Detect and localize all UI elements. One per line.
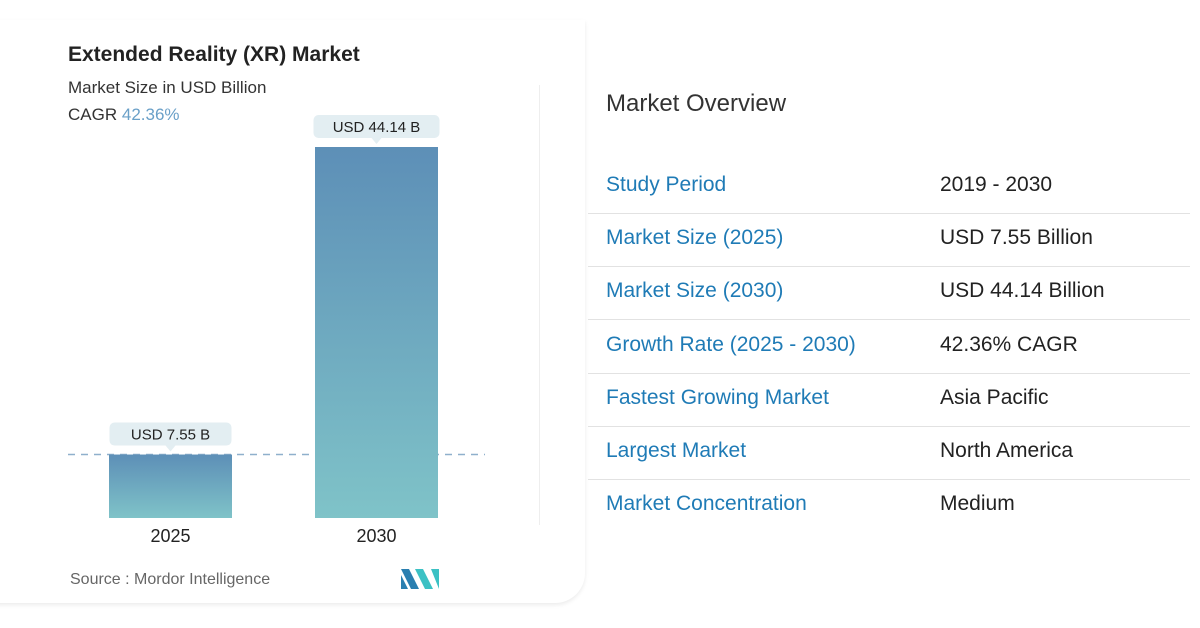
row-value: Asia Pacific — [940, 385, 1049, 409]
row-label: Market Concentration — [606, 492, 807, 516]
row-value: North America — [940, 439, 1074, 462]
overview-row: Market Size (2030) USD 44.14 Billion — [588, 266, 1190, 321]
row-label: Growth Rate (2025 - 2030) — [606, 332, 856, 356]
data-label-pointer — [165, 445, 176, 452]
data-label: USD 7.55 B — [131, 427, 210, 444]
chart-subtitle: Market Size in USD Billion — [68, 78, 267, 97]
x-tick-label: 2030 — [356, 526, 397, 546]
x-tick-label: 2025 — [150, 526, 191, 546]
cagr: CAGR 42.36% — [68, 105, 180, 125]
row-value: 2019 - 2030 — [940, 173, 1053, 196]
row-value: 42.36% CAGR — [940, 332, 1078, 356]
row-label: Market Size (2025) — [606, 226, 784, 250]
overview-row: Fastest Growing Market Asia Pacific — [588, 373, 1190, 427]
mordor-logo-icon — [401, 569, 439, 589]
overview-row: Market Concentration Medium — [588, 479, 1190, 532]
source: Source : Mordor Intelligence — [70, 571, 271, 588]
chart-title: Extended Reality (XR) Market — [68, 43, 360, 66]
bar-2025 — [109, 454, 232, 518]
bar-chart: USD 7.55 B USD 44.14 B — [68, 115, 485, 518]
bar-2030 — [315, 147, 438, 518]
row-label: Study Period — [606, 173, 727, 196]
row-label: Fastest Growing Market — [606, 385, 829, 409]
data-label-bg — [313, 115, 440, 138]
data-label-pointer — [371, 138, 382, 144]
divider — [539, 85, 540, 525]
cagr-label: CAGR — [68, 105, 118, 124]
row-label: Market Size (2030) — [606, 279, 784, 303]
overview-row: Study Period 2019 - 2030 — [588, 160, 1190, 214]
data-label-bg — [109, 422, 232, 446]
overview-row: Market Size (2025) USD 7.55 Billion — [588, 213, 1190, 268]
row-label: Largest Market — [606, 439, 747, 462]
overview-row: Largest Market North America — [588, 426, 1190, 480]
data-label: USD 44.14 B — [333, 119, 421, 136]
cagr-value: 42.36% — [121, 105, 180, 124]
row-value: USD 7.55 Billion — [940, 226, 1093, 250]
overview-title: Market Overview — [606, 90, 787, 117]
row-value: Medium — [940, 492, 1015, 516]
overview-row: Growth Rate (2025 - 2030) 42.36% CAGR — [588, 320, 1190, 374]
row-value: USD 44.14 Billion — [940, 279, 1105, 303]
